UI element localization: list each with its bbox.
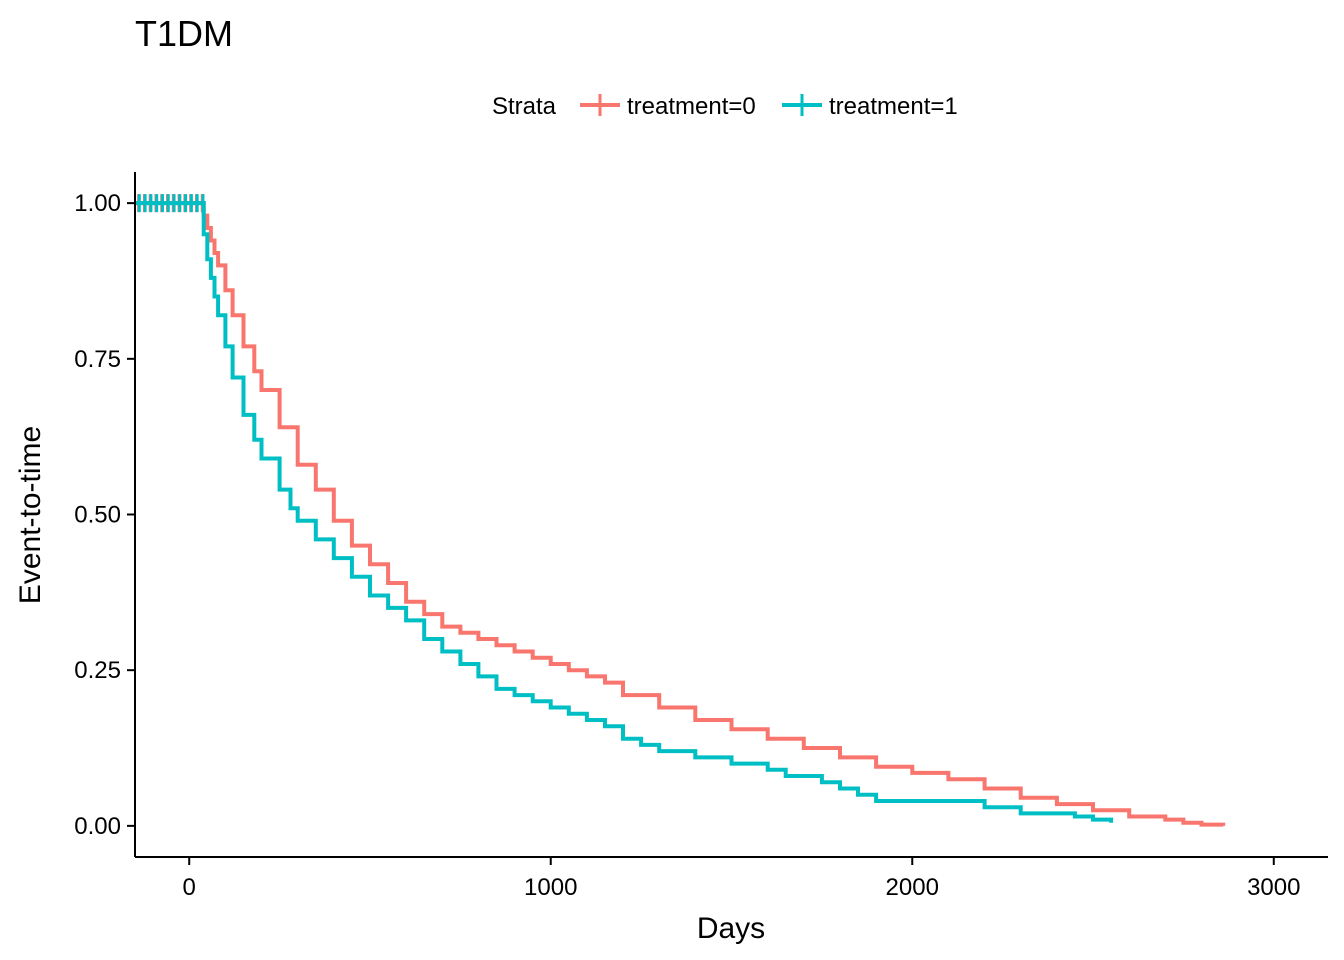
series-layer bbox=[135, 194, 1226, 827]
y-tick-label: 0.75 bbox=[74, 346, 121, 373]
legend-title: Strata bbox=[492, 93, 557, 120]
y-tick-label: 0.50 bbox=[74, 502, 121, 529]
x-axis-label: Days bbox=[697, 912, 765, 945]
legend-entry-treatment-0: treatment=0 bbox=[580, 93, 756, 120]
legend-label-treatment-0: treatment=0 bbox=[627, 93, 756, 120]
y-tick-label: 1.00 bbox=[74, 190, 121, 217]
censor-marks-treatment-1 bbox=[137, 194, 205, 213]
legend: Strata treatment=0 treatment=1 bbox=[492, 93, 958, 120]
x-tick-label: 3000 bbox=[1247, 874, 1300, 901]
series-line-treatment-1 bbox=[135, 201, 1114, 823]
series-line-treatment-0 bbox=[135, 201, 1226, 827]
x-tick-label: 2000 bbox=[886, 874, 939, 901]
y-axis-label: Event-to-time bbox=[14, 426, 47, 604]
legend-label-treatment-1: treatment=1 bbox=[829, 93, 958, 120]
x-tick-label: 0 bbox=[183, 874, 196, 901]
x-tick-label: 1000 bbox=[524, 874, 577, 901]
y-tick-label: 0.25 bbox=[74, 657, 121, 684]
y-tick-label: 0.00 bbox=[74, 813, 121, 840]
legend-entry-treatment-1: treatment=1 bbox=[782, 93, 958, 120]
chart-title: T1DM bbox=[135, 13, 233, 54]
x-ticks: 0 1000 2000 3000 bbox=[183, 857, 1300, 901]
y-ticks: 0.00 0.25 0.50 0.75 1.00 bbox=[74, 190, 135, 840]
